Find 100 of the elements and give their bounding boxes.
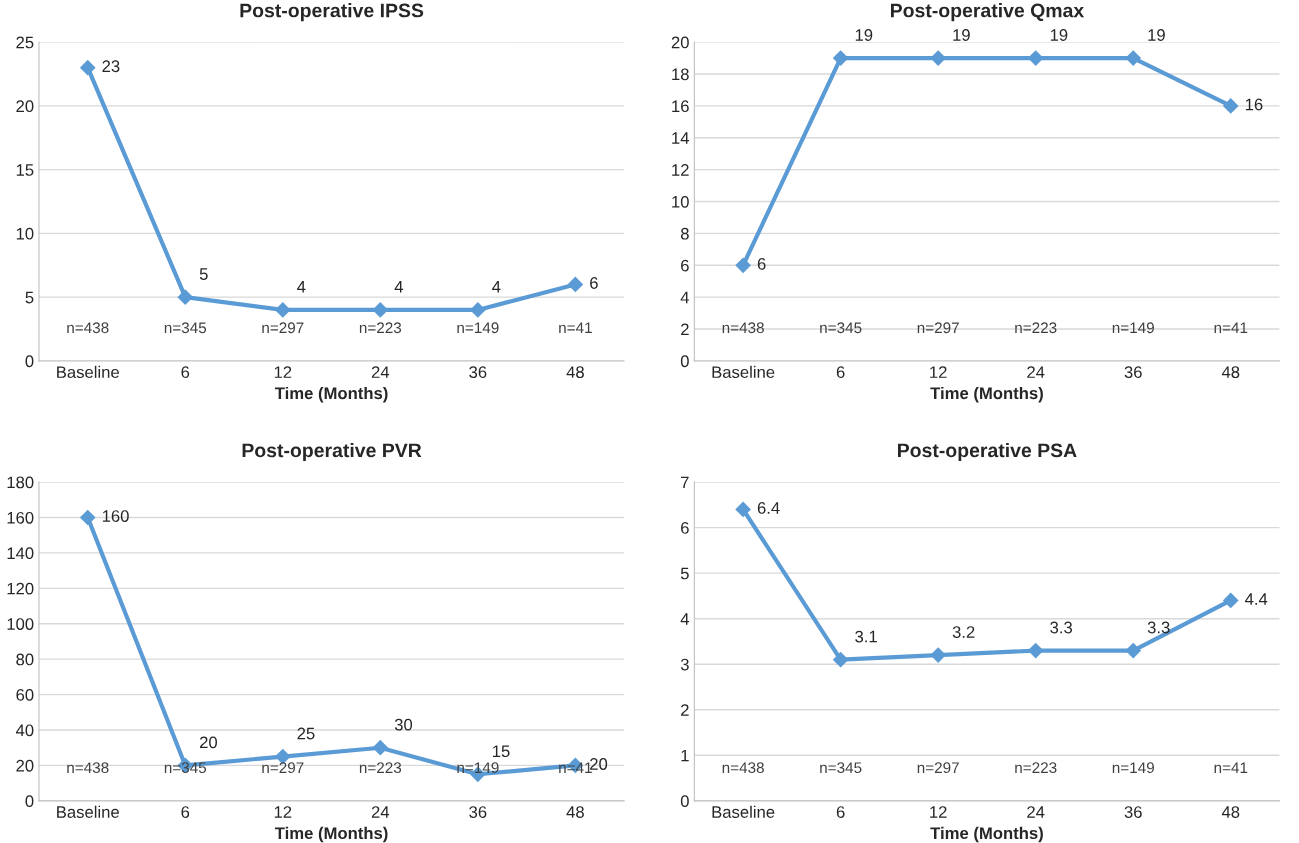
data-label: 19 [855, 29, 873, 41]
y-tick-label: 0 [25, 795, 34, 808]
annotation: n=149 [457, 322, 499, 334]
data-label: 20 [199, 736, 218, 749]
y-tick-label: 6 [681, 259, 689, 272]
y-tick-label: 4 [680, 613, 689, 625]
annotation: n=149 [1112, 762, 1154, 774]
y-tick-label: 5 [25, 291, 34, 304]
annotation: n=223 [359, 322, 402, 334]
y-tick-label: 14 [672, 132, 690, 144]
x-tick-label: 24 [1027, 806, 1045, 818]
y-tick-label: 60 [16, 688, 34, 701]
x-tick-label: 12 [274, 806, 292, 818]
annotation: n=223 [359, 762, 402, 774]
y-tick-label: 160 [7, 511, 34, 524]
point [1125, 50, 1142, 66]
x-axis-title: Time (Months) [930, 386, 1043, 403]
y-tick-label: 0 [680, 355, 689, 368]
x-tick-label: 48 [566, 806, 584, 818]
y-tick-label: 6 [681, 522, 689, 534]
y-tick-label: 18 [672, 68, 689, 81]
data-label: 3.1 [855, 630, 877, 643]
point [79, 509, 96, 526]
x-tick-label: 36 [469, 806, 487, 818]
y-tick-label: 10 [16, 227, 34, 240]
annotation: n=223 [1015, 322, 1057, 334]
annotation: n=41 [1214, 762, 1248, 773]
x-axis-title: Time (Months) [274, 386, 388, 403]
data-label: 4 [394, 281, 403, 293]
y-tick-label: 80 [16, 653, 34, 666]
annotation: n=223 [1015, 762, 1057, 774]
data-label: 25 [297, 727, 315, 740]
y-tick-label: 15 [16, 164, 34, 176]
annotation: n=345 [820, 322, 862, 334]
y-tick-label: 1 [681, 749, 689, 762]
y-tick-label: 3 [680, 658, 689, 671]
y-tick-label: 0 [680, 795, 689, 808]
y-tick-label: 0 [25, 355, 34, 368]
y-tick-label: 10 [672, 195, 689, 208]
data-label: 19 [1148, 29, 1165, 41]
y-tick-label: 7 [681, 476, 689, 489]
y-tick-label: 8 [680, 227, 689, 240]
y-tick-label: 100 [7, 618, 34, 630]
x-tick-label: 24 [1027, 366, 1045, 378]
y-tick-label: 25 [16, 36, 34, 49]
point [79, 59, 96, 76]
y-tick-label: 20 [671, 36, 689, 49]
point [735, 501, 751, 518]
data-label: 3.2 [952, 626, 975, 638]
y-tick-label: 20 [16, 759, 34, 772]
y-tick-label: 4 [680, 291, 689, 304]
y-tick-label: 2 [681, 704, 689, 716]
point [832, 50, 849, 66]
data-label: 16 [1245, 98, 1263, 111]
annotation: n=345 [820, 762, 862, 774]
x-tick-label: 48 [566, 366, 584, 379]
point [1222, 98, 1239, 114]
x-tick-label: 12 [274, 366, 292, 378]
chart-title: Post-operative Qmax [890, 3, 1085, 22]
data-label: 23 [102, 60, 120, 73]
data-label: 6 [590, 277, 598, 289]
annotation: n=438 [722, 322, 764, 334]
x-tick-label: 36 [1124, 806, 1142, 818]
data-label: 4 [492, 281, 501, 293]
x-tick-label: 12 [930, 366, 947, 378]
data-label: 3.3 [1050, 621, 1073, 634]
point [1222, 592, 1239, 609]
x-axis-title: Time (Months) [274, 826, 388, 843]
annotation: n=149 [457, 762, 499, 774]
chart-title: Post-operative PSA [898, 442, 1077, 462]
annotation: n=297 [917, 762, 959, 774]
data-label: 5 [199, 268, 208, 280]
x-tick-label: 6 [181, 806, 190, 818]
y-tick-label: 140 [7, 547, 34, 560]
x-tick-label: 24 [371, 806, 390, 818]
chart-title: Post-operative PVR [242, 442, 422, 462]
data-label: 6 [757, 257, 766, 270]
x-tick-label: Baseline [57, 805, 119, 818]
x-tick-label: 48 [1221, 806, 1240, 818]
annotation: n=438 [722, 762, 764, 774]
point [567, 276, 584, 293]
y-tick-label: 2 [681, 323, 689, 336]
annotation: n=438 [67, 322, 109, 334]
x-tick-label: 48 [1221, 366, 1240, 379]
point [274, 302, 291, 318]
data-label: 6.4 [757, 502, 780, 514]
x-tick-label: 6 [836, 366, 845, 379]
data-label: 160 [102, 510, 129, 522]
chart-title: Post-operative IPSS [240, 3, 424, 22]
x-tick-label: 36 [1124, 366, 1142, 379]
point [735, 257, 751, 274]
x-axis-title: Time (Months) [930, 826, 1043, 843]
x-tick-label: 12 [930, 806, 947, 818]
annotation: n=438 [67, 762, 109, 774]
y-tick-label: 16 [672, 100, 689, 113]
point [177, 289, 194, 306]
x-tick-label: Baseline [712, 805, 775, 818]
point [1027, 642, 1044, 659]
data-label: 19 [1050, 29, 1068, 41]
y-tick-label: 120 [7, 582, 34, 595]
